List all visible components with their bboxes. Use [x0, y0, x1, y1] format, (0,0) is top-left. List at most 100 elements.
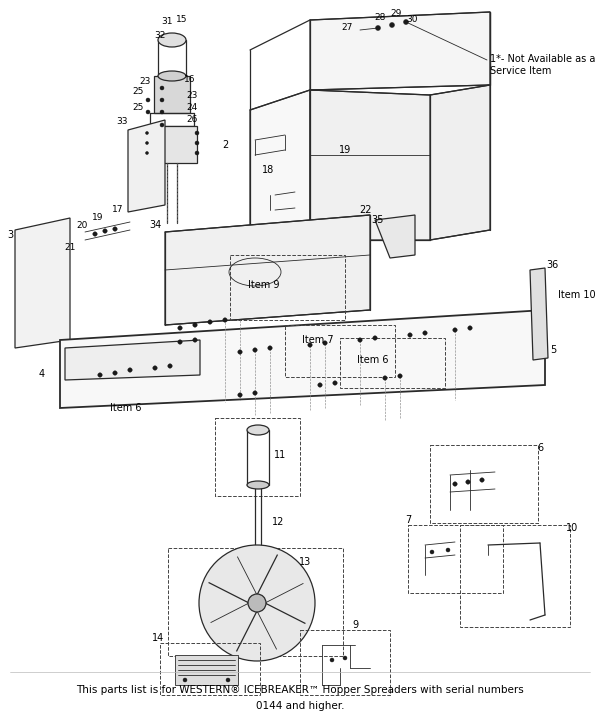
- Text: 12: 12: [272, 517, 284, 527]
- Circle shape: [208, 320, 212, 324]
- Polygon shape: [60, 310, 545, 408]
- Text: This parts list is for WESTERN® ICEBREAKER™ Hopper Spreaders with serial numbers: This parts list is for WESTERN® ICEBREAK…: [76, 685, 524, 695]
- Text: Item 6: Item 6: [357, 355, 389, 365]
- Circle shape: [113, 371, 117, 375]
- Polygon shape: [175, 655, 238, 685]
- Circle shape: [183, 678, 187, 682]
- Circle shape: [195, 131, 199, 135]
- Text: 36: 36: [546, 260, 558, 270]
- Circle shape: [373, 336, 377, 340]
- Polygon shape: [250, 90, 310, 245]
- Circle shape: [178, 340, 182, 344]
- Text: 23: 23: [139, 77, 151, 87]
- Text: 35: 35: [372, 215, 384, 225]
- Bar: [430, 445, 538, 523]
- Polygon shape: [430, 85, 490, 240]
- Circle shape: [160, 123, 164, 127]
- Circle shape: [383, 375, 387, 380]
- Text: 0144 and higher.: 0144 and higher.: [256, 701, 344, 711]
- Ellipse shape: [247, 425, 269, 435]
- Polygon shape: [128, 120, 165, 212]
- Text: 7: 7: [405, 515, 411, 525]
- Text: 26: 26: [187, 116, 197, 124]
- Polygon shape: [310, 12, 490, 90]
- Bar: [408, 525, 503, 593]
- Text: 2: 2: [222, 140, 228, 150]
- Polygon shape: [15, 218, 70, 348]
- Circle shape: [113, 227, 117, 231]
- Circle shape: [153, 366, 157, 370]
- Circle shape: [423, 331, 427, 335]
- Circle shape: [238, 349, 242, 355]
- Circle shape: [453, 482, 457, 486]
- Text: Item 10: Item 10: [558, 290, 596, 300]
- Text: Item 9: Item 9: [248, 280, 280, 290]
- Circle shape: [160, 86, 164, 90]
- Circle shape: [480, 478, 484, 482]
- Text: 17: 17: [112, 206, 124, 214]
- Bar: [340, 338, 445, 388]
- Text: 15: 15: [176, 15, 188, 25]
- Circle shape: [430, 550, 434, 554]
- Circle shape: [193, 323, 197, 327]
- Polygon shape: [375, 215, 415, 258]
- Circle shape: [468, 326, 472, 330]
- Circle shape: [238, 393, 242, 397]
- Circle shape: [146, 110, 150, 114]
- Ellipse shape: [158, 33, 186, 47]
- Text: 23: 23: [187, 90, 197, 100]
- Text: 29: 29: [391, 9, 401, 17]
- Circle shape: [128, 367, 132, 373]
- Circle shape: [195, 141, 199, 145]
- Circle shape: [446, 548, 450, 552]
- Text: 1*- Not Available as a
Service Item: 1*- Not Available as a Service Item: [490, 54, 595, 76]
- Circle shape: [199, 545, 315, 661]
- Circle shape: [98, 373, 102, 377]
- Text: 10: 10: [566, 523, 578, 533]
- Text: 25: 25: [133, 87, 143, 97]
- Circle shape: [103, 229, 107, 233]
- Circle shape: [93, 232, 97, 236]
- Text: 6: 6: [537, 443, 543, 453]
- Text: 22: 22: [359, 205, 371, 215]
- Text: 21: 21: [64, 243, 76, 253]
- Text: 31: 31: [161, 17, 173, 27]
- Polygon shape: [310, 90, 430, 240]
- Text: 16: 16: [184, 76, 196, 84]
- Circle shape: [160, 98, 164, 102]
- Text: 4: 4: [39, 369, 45, 379]
- Polygon shape: [165, 215, 370, 325]
- Text: 13: 13: [299, 557, 311, 567]
- Text: 19: 19: [92, 214, 104, 222]
- Circle shape: [330, 658, 334, 662]
- Circle shape: [146, 152, 149, 155]
- Circle shape: [168, 364, 172, 368]
- Circle shape: [404, 19, 409, 25]
- Circle shape: [453, 328, 457, 332]
- Bar: [460, 525, 570, 627]
- Text: 11: 11: [274, 450, 286, 460]
- Text: 32: 32: [154, 30, 166, 40]
- Text: 24: 24: [187, 103, 197, 113]
- Ellipse shape: [158, 71, 186, 81]
- Circle shape: [268, 346, 272, 350]
- Circle shape: [398, 374, 402, 378]
- Circle shape: [193, 338, 197, 342]
- Text: Item 7: Item 7: [302, 335, 334, 345]
- Text: 27: 27: [341, 24, 353, 32]
- Polygon shape: [147, 126, 197, 163]
- Circle shape: [146, 98, 150, 102]
- Bar: [168, 548, 343, 656]
- Circle shape: [466, 480, 470, 484]
- Circle shape: [253, 348, 257, 352]
- Bar: [215, 418, 300, 496]
- Text: 9: 9: [352, 620, 358, 630]
- Bar: [230, 255, 345, 320]
- Text: 28: 28: [374, 14, 386, 22]
- Text: 30: 30: [406, 15, 418, 25]
- Text: 34: 34: [149, 220, 161, 230]
- Circle shape: [323, 341, 327, 345]
- Circle shape: [146, 142, 149, 144]
- Polygon shape: [530, 268, 548, 360]
- Polygon shape: [154, 76, 190, 113]
